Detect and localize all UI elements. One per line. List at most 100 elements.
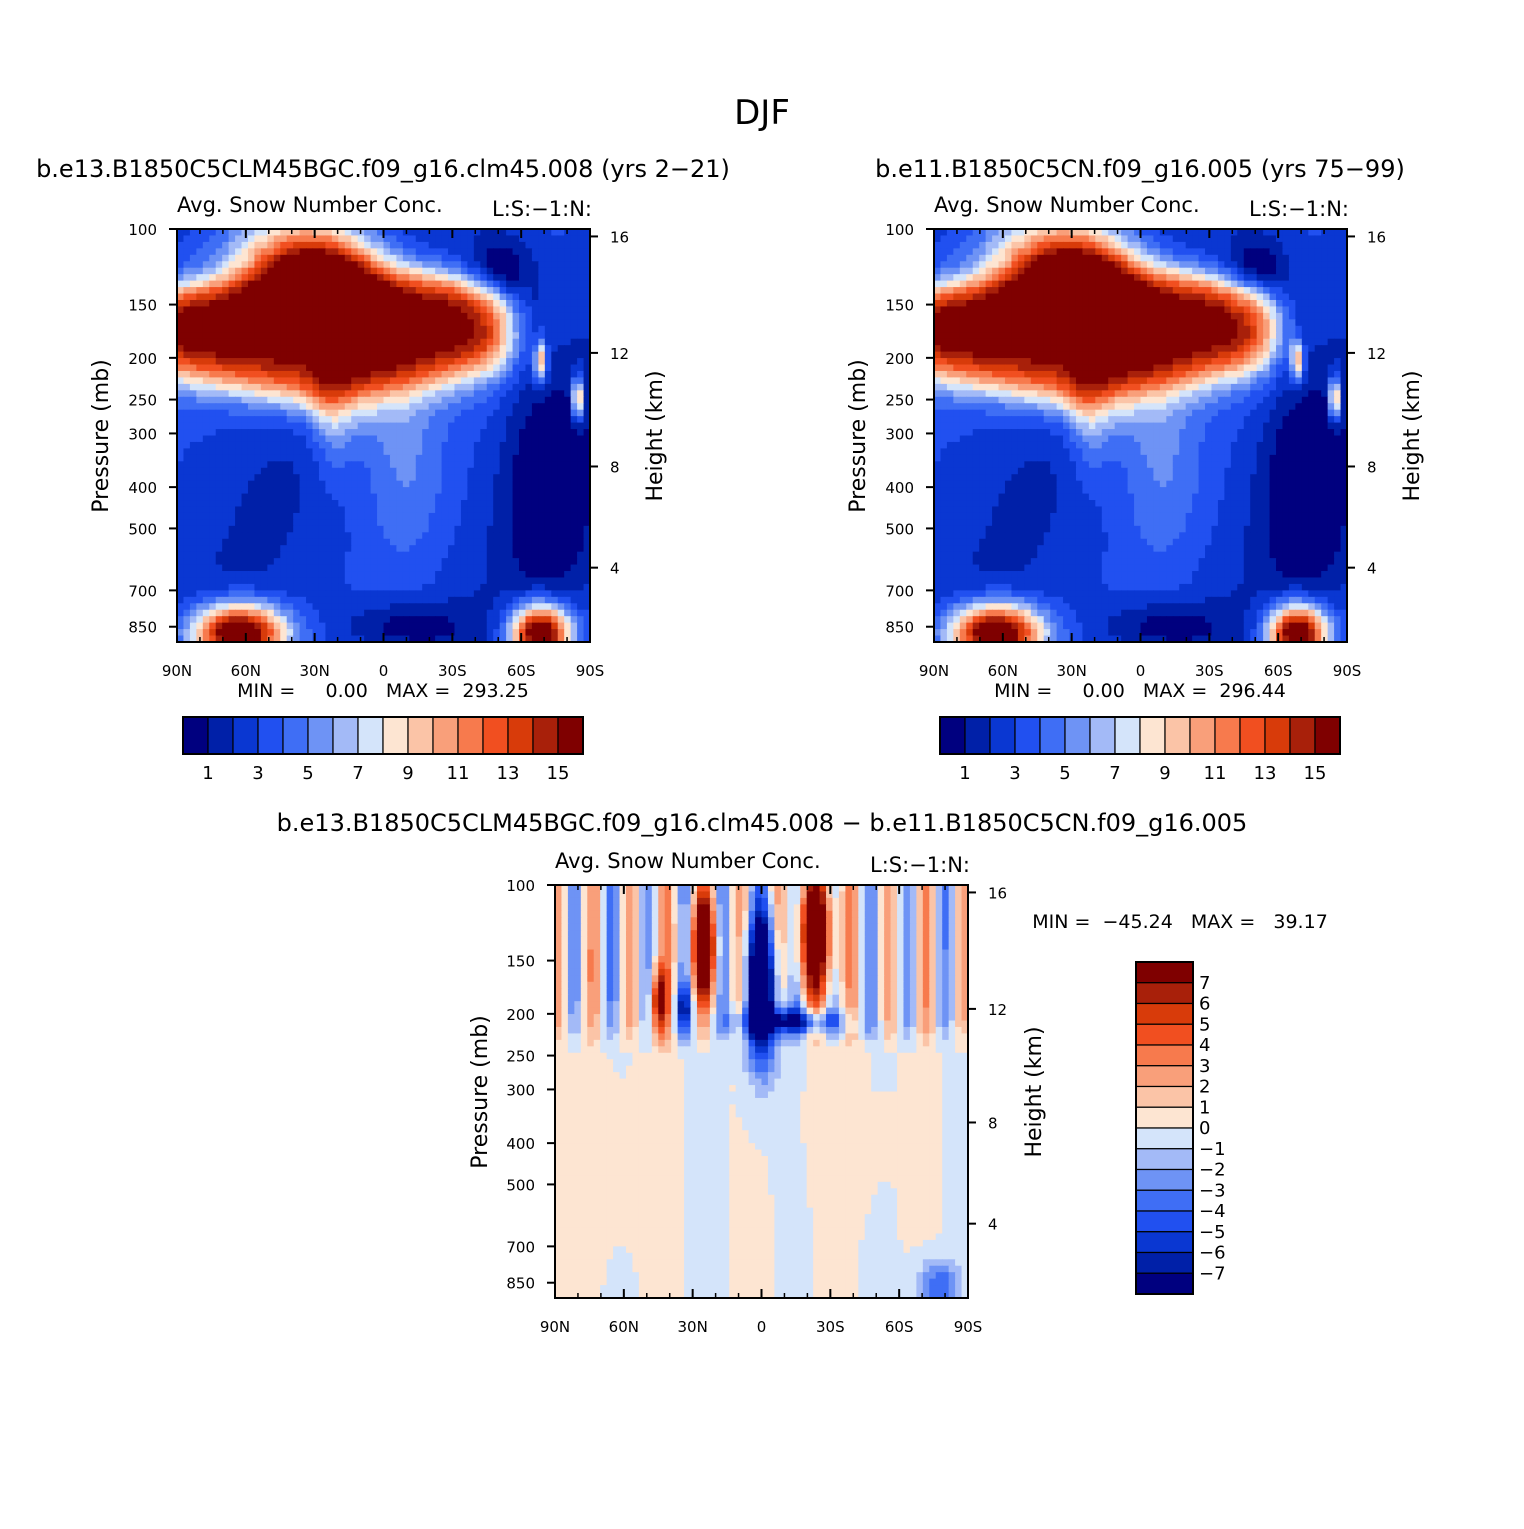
heatmap-cell — [242, 339, 249, 346]
heatmap-cell — [519, 487, 526, 494]
heatmap-cell — [287, 500, 294, 507]
heatmap-cell — [448, 532, 455, 539]
heatmap-cell — [1076, 248, 1083, 255]
heatmap-cell — [519, 565, 526, 572]
heatmap-cell — [313, 365, 320, 372]
heatmap-cell — [461, 390, 468, 397]
heatmap-cell — [500, 584, 507, 591]
heatmap-cell — [209, 358, 216, 365]
heatmap-cell — [248, 597, 255, 604]
heatmap-cell — [422, 616, 429, 623]
heatmap-cell — [947, 300, 954, 307]
heatmap-cell — [461, 410, 468, 417]
heatmap-cell — [242, 616, 249, 623]
heatmap-cell — [1070, 248, 1077, 255]
heatmap-cell — [196, 358, 203, 365]
heatmap-cell — [1321, 261, 1328, 268]
colorbar-swatch — [383, 717, 408, 754]
heatmap-cell — [1037, 248, 1044, 255]
heatmap-cell — [1321, 235, 1328, 242]
heatmap-cell — [196, 403, 203, 410]
heatmap-cell — [390, 526, 397, 533]
heatmap-cell — [467, 442, 474, 449]
heatmap-cell — [235, 603, 242, 610]
heatmap-cell — [235, 390, 242, 397]
heatmap-cell — [1018, 242, 1025, 249]
heatmap-cell — [1257, 268, 1264, 275]
heatmap-cell — [274, 448, 281, 455]
heatmap-cell — [190, 358, 197, 365]
heatmap-cell — [209, 436, 216, 443]
heatmap-cell — [222, 332, 229, 339]
heatmap-cell — [287, 539, 294, 546]
heatmap-cell — [384, 571, 391, 578]
heatmap-cell — [371, 474, 378, 481]
colorbar-swatch — [208, 717, 233, 754]
heatmap-cell — [325, 481, 332, 488]
heatmap-cell — [364, 513, 371, 520]
heatmap-cell — [209, 410, 216, 417]
heatmap-cell — [216, 526, 223, 533]
heatmap-cell — [384, 429, 391, 436]
heatmap-cell — [261, 436, 268, 443]
heatmap-cell — [358, 513, 365, 520]
heatmap-cell — [203, 294, 210, 301]
heatmap-cell — [371, 242, 378, 249]
heatmap-cell — [254, 403, 261, 410]
heatmap-cell — [300, 442, 307, 449]
heatmap-cell — [235, 255, 242, 262]
heatmap-cell — [203, 500, 210, 507]
heatmap-cell — [390, 352, 397, 359]
heatmap-cell — [403, 371, 410, 378]
heatmap-cell — [1037, 287, 1044, 294]
heatmap-cell — [1270, 300, 1277, 307]
heatmap-cell — [364, 319, 371, 326]
heatmap-cell — [242, 287, 249, 294]
heatmap-cell — [519, 597, 526, 604]
heatmap-cell — [293, 352, 300, 359]
heatmap-cell — [1315, 229, 1322, 236]
heatmap-cell — [384, 474, 391, 481]
heatmap-cell — [235, 571, 242, 578]
heatmap-cell — [261, 468, 268, 475]
heatmap-cell — [513, 623, 520, 630]
heatmap-cell — [254, 571, 261, 578]
heatmap-cell — [267, 461, 274, 468]
heatmap-cell — [461, 597, 468, 604]
heatmap-cell — [1315, 274, 1322, 281]
heatmap-cell — [287, 610, 294, 617]
heatmap-cell — [1005, 287, 1012, 294]
heatmap-cell — [319, 339, 326, 346]
heatmap-cell — [364, 565, 371, 572]
heatmap-cell — [545, 590, 552, 597]
heatmap-cell — [306, 539, 313, 546]
heatmap-cell — [429, 255, 436, 262]
heatmap-cell — [313, 352, 320, 359]
heatmap-cell — [338, 526, 345, 533]
heatmap-cell — [442, 571, 449, 578]
heatmap-cell — [467, 319, 474, 326]
heatmap-cell — [287, 326, 294, 333]
heatmap-cell — [358, 629, 365, 636]
heatmap-cell — [487, 597, 494, 604]
heatmap-cell — [538, 442, 545, 449]
heatmap-cell — [435, 416, 442, 423]
heatmap-cell — [345, 294, 352, 301]
heatmap-cell — [319, 455, 326, 462]
heatmap-cell — [183, 629, 190, 636]
heatmap-cell — [384, 371, 391, 378]
heatmap-cell — [403, 326, 410, 333]
heatmap-cell — [287, 300, 294, 307]
heatmap-cell — [403, 358, 410, 365]
heatmap-cell — [532, 306, 539, 313]
heatmap-cell — [551, 481, 558, 488]
heatmap-cell — [319, 423, 326, 430]
heatmap-cell — [1173, 229, 1180, 236]
heatmap-cell — [293, 248, 300, 255]
heatmap-cell — [235, 403, 242, 410]
heatmap-cell — [493, 616, 500, 623]
heatmap-cell — [300, 558, 307, 565]
heatmap-cell — [435, 429, 442, 436]
heatmap-cell — [235, 629, 242, 636]
heatmap-cell — [390, 326, 397, 333]
